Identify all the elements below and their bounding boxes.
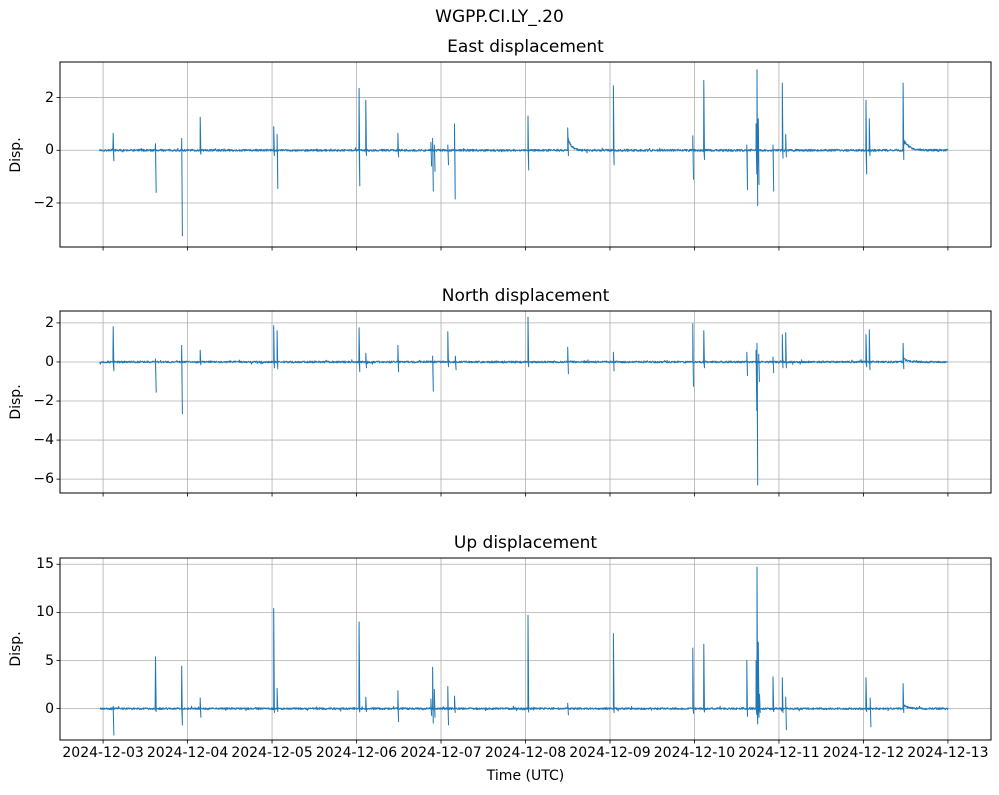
x-axis-label: Time (UTC)	[486, 768, 565, 784]
x-tick-label: 2024-12-05	[231, 745, 313, 761]
y-tick-label: 0	[45, 353, 54, 370]
y-tick-label: 2	[45, 314, 54, 331]
x-tick-label: 2024-12-07	[400, 745, 482, 761]
y-tick-label: −2	[33, 194, 54, 211]
y-tick-label: 5	[45, 652, 54, 669]
series-line	[99, 69, 949, 237]
panel-title-north: North displacement	[441, 286, 610, 306]
y-tick-label: 0	[45, 142, 54, 159]
y-tick-label: 0	[45, 700, 54, 717]
y-tick-label: 2	[45, 89, 54, 106]
x-tick-label: 2024-12-11	[738, 745, 820, 761]
panel-1	[56, 310, 992, 497]
x-tick-label: 2024-12-13	[907, 745, 989, 761]
series-line	[99, 566, 949, 736]
y-tick-label: −2	[33, 393, 54, 410]
y-tick-label: 15	[36, 556, 54, 573]
x-tick-label: 2024-12-06	[315, 745, 398, 761]
x-tick-label: 2024-12-12	[822, 745, 905, 761]
y-tick-label: 10	[36, 604, 54, 621]
x-tick-label: 2024-12-10	[653, 745, 736, 761]
panel-title-east: East displacement	[447, 37, 604, 57]
panel-title-up: Up displacement	[453, 533, 598, 553]
series-line	[99, 316, 949, 486]
x-tick-label: 2024-12-04	[146, 745, 229, 761]
x-tick-label: 2024-12-03	[62, 745, 144, 761]
panel-2	[56, 557, 992, 744]
figure-title: WGPP.CI.LY_.20	[435, 7, 564, 27]
x-tick-label: 2024-12-08	[484, 745, 567, 761]
y-tick-label: −4	[33, 432, 54, 449]
x-tick-label: 2024-12-09	[569, 745, 651, 761]
panel-0	[56, 61, 992, 251]
y-tick-label: −6	[33, 471, 54, 488]
y-axis-label-up: Disp.	[8, 631, 24, 667]
